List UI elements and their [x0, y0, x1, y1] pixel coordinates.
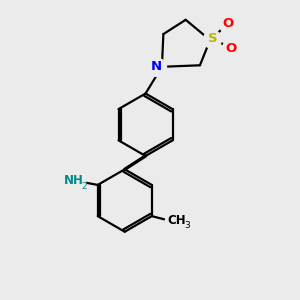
Text: O: O — [225, 42, 236, 55]
Text: CH: CH — [167, 214, 186, 227]
Text: 2: 2 — [82, 182, 87, 190]
Text: O: O — [222, 17, 233, 30]
Text: 3: 3 — [184, 221, 190, 230]
Text: NH: NH — [64, 174, 84, 187]
Text: N: N — [151, 60, 162, 73]
Text: S: S — [208, 32, 217, 45]
